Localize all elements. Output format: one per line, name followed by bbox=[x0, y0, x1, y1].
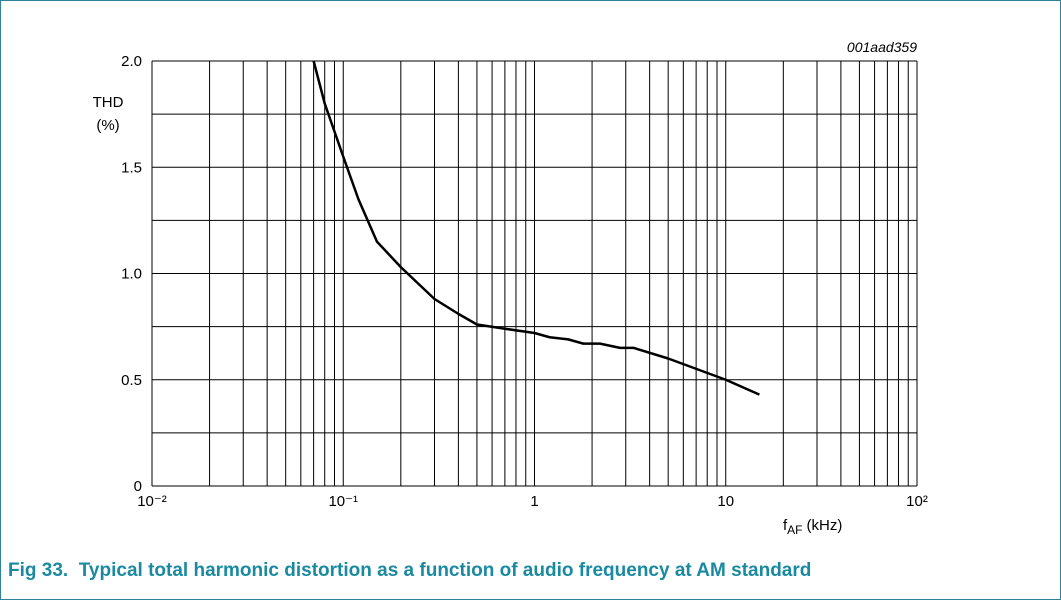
x-label-sub: AF bbox=[787, 523, 802, 537]
caption: Fig 33. Typical total harmonic distortio… bbox=[8, 560, 811, 581]
y-tick-label: 1.0 bbox=[121, 266, 142, 283]
x-tick-label: 10⁻² bbox=[137, 493, 167, 510]
x-tick-label: 10⁻¹ bbox=[328, 493, 358, 510]
x-label: fAF (kHz) bbox=[783, 517, 842, 537]
y-label: (%) bbox=[96, 117, 119, 134]
x-tick-label: 10² bbox=[906, 493, 928, 510]
y-tick-label: 2.0 bbox=[121, 53, 142, 70]
x-tick-label: 1 bbox=[530, 493, 538, 510]
y-tick-label: 1.5 bbox=[121, 159, 142, 176]
x-label-main: f bbox=[783, 517, 788, 534]
line bbox=[312, 60, 760, 396]
y-tick-label: 0.5 bbox=[121, 372, 142, 389]
annotation: 001aad359 bbox=[847, 39, 917, 55]
y-label: THD bbox=[93, 94, 124, 111]
x-tick-label: 10 bbox=[717, 493, 734, 510]
y-tick-label: 0 bbox=[134, 478, 142, 495]
x-label-unit: (kHz) bbox=[807, 517, 843, 534]
